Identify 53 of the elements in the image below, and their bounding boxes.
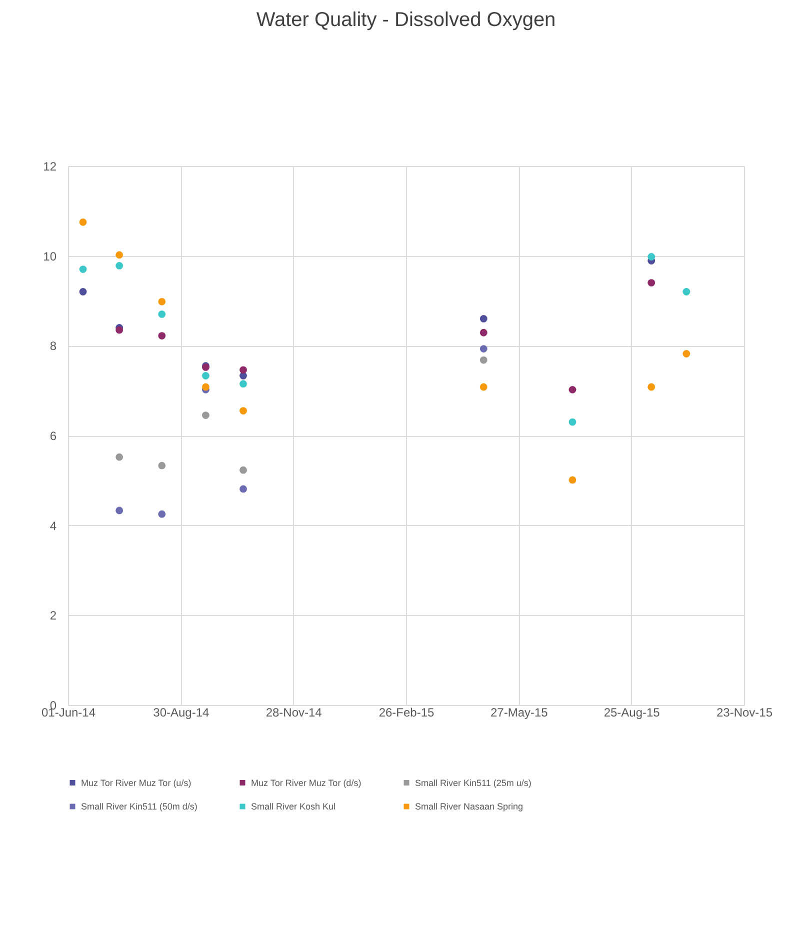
point: [648, 279, 656, 286]
point: [116, 262, 124, 270]
point: [568, 476, 576, 484]
point: [116, 453, 124, 461]
y-tick-label: 2: [50, 608, 57, 623]
legend-label: Small River Kin511 (25m u/s): [415, 778, 532, 788]
point: [480, 328, 488, 336]
y-tick-label: 4: [50, 518, 57, 533]
point: [648, 253, 656, 260]
point: [202, 383, 210, 391]
point: [202, 372, 210, 380]
point: [240, 407, 247, 414]
x-tick-label: 25-Aug-15: [604, 706, 660, 720]
legend-label: Small River Kosh Kul: [251, 802, 336, 812]
point: [116, 251, 124, 259]
point: [79, 218, 87, 226]
point: [158, 510, 166, 518]
legend-label: Small River Nasaan Spring: [415, 802, 524, 812]
y-tick-label: 10: [43, 249, 57, 264]
point: [79, 266, 87, 274]
point: [158, 298, 166, 306]
point: [648, 383, 656, 391]
point: [682, 288, 690, 296]
x-tick-label: 30-Aug-14: [153, 706, 210, 720]
point: [568, 386, 576, 394]
point: [116, 506, 124, 514]
point: [240, 466, 247, 474]
y-tick-label: 8: [50, 339, 57, 354]
y-tick-label: 6: [50, 429, 57, 443]
y-tick-label: 12: [43, 160, 57, 174]
x-tick-label: 26-Feb-15: [378, 706, 435, 720]
legend-label: Muz Tor River Muz Tor (u/s): [81, 778, 192, 788]
point: [480, 345, 488, 353]
x-tick-label: 27-May-15: [490, 706, 548, 720]
point: [480, 383, 488, 391]
point: [202, 412, 210, 419]
point: [240, 366, 247, 374]
point: [682, 350, 690, 358]
point: [158, 332, 166, 340]
point: [568, 418, 576, 426]
legend-label: Small River Kin511 (50m d/s): [81, 802, 198, 812]
point: [480, 356, 488, 364]
point: [480, 315, 488, 322]
point: [79, 288, 87, 296]
point: [158, 462, 166, 470]
point: [116, 326, 124, 334]
legend-label: Muz Tor River Muz Tor (d/s): [251, 778, 362, 788]
chart-title: Water Quality - Dissolved Oxygen: [256, 9, 556, 31]
point: [240, 380, 247, 388]
x-tick-label: 28-Nov-14: [266, 706, 322, 720]
x-tick-label: 23-Nov-15: [716, 706, 773, 720]
point: [158, 310, 166, 318]
point: [240, 485, 247, 493]
